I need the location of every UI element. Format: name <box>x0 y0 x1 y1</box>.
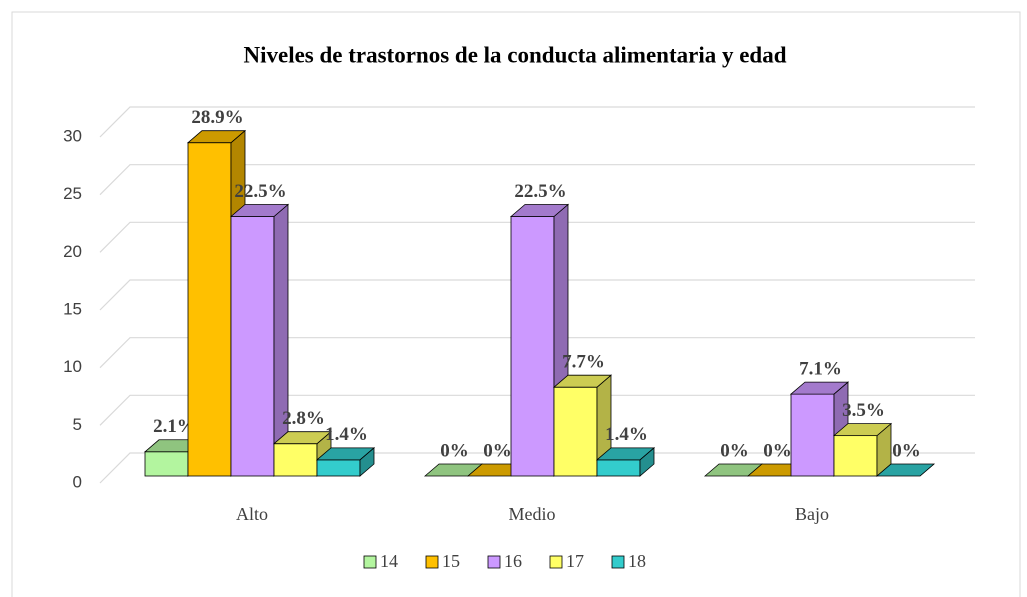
value-label: 2.8% <box>282 408 325 429</box>
value-label: 0% <box>892 440 921 461</box>
x-tick-label: Bajo <box>795 504 829 524</box>
grid-line <box>99 279 975 311</box>
legend-swatch <box>487 555 501 569</box>
bar-top <box>229 204 290 217</box>
grid-line <box>99 221 975 253</box>
x-tick-label: Alto <box>236 504 268 524</box>
bar-top <box>552 374 613 388</box>
bar-top <box>509 204 570 217</box>
x-tick-label: Medio <box>509 504 556 524</box>
value-label: 1.4% <box>325 424 368 445</box>
value-label: 0% <box>440 440 469 461</box>
value-label: 28.9% <box>191 107 243 128</box>
bar-front <box>144 451 189 477</box>
bar-top <box>315 447 376 461</box>
bar <box>832 422 893 477</box>
bar-front <box>187 142 232 477</box>
value-label: 7.1% <box>799 358 842 379</box>
chart-title: Niveles de trastornos de la conducta ali… <box>243 42 786 67</box>
bar-top <box>789 381 850 395</box>
legend-label: 17 <box>566 551 584 571</box>
value-label: 1.4% <box>605 424 648 445</box>
y-tick-label: 10 <box>63 357 82 376</box>
bar-top <box>832 423 893 437</box>
bar-top <box>595 447 656 461</box>
bar-front <box>316 459 361 477</box>
value-label: 22.5% <box>234 181 286 202</box>
bar-front <box>510 216 555 477</box>
bar-top <box>875 463 936 477</box>
bar <box>272 430 333 477</box>
bar-front <box>273 443 318 477</box>
y-tick-label: 5 <box>73 415 82 434</box>
legend-label: 16 <box>504 551 522 571</box>
value-label: 0% <box>483 440 512 461</box>
value-label: 7.7% <box>562 352 605 373</box>
y-tick-label: 0 <box>73 472 82 491</box>
bar-top <box>186 130 247 144</box>
y-tick-label: 25 <box>63 184 82 203</box>
value-label: 2.1% <box>153 416 196 437</box>
legend-label: 14 <box>380 551 398 571</box>
bar-front <box>833 435 878 477</box>
legend-label: 15 <box>442 551 460 571</box>
legend-label: 18 <box>628 551 646 571</box>
value-label: 22.5% <box>514 181 566 202</box>
bar-front <box>553 386 598 477</box>
bar-front <box>596 459 641 477</box>
bar-front <box>230 216 275 477</box>
legend-swatch <box>611 555 625 569</box>
bar <box>595 446 656 477</box>
value-label: 0% <box>720 440 749 461</box>
legend-swatch <box>549 555 563 569</box>
y-tick-label: 20 <box>63 242 82 261</box>
legend-swatch <box>425 555 439 569</box>
bar-front <box>790 393 835 477</box>
bar-top <box>272 431 333 445</box>
y-tick-label: 15 <box>63 299 82 318</box>
value-label: 3.5% <box>842 400 885 421</box>
grid-line <box>99 106 975 138</box>
bar <box>315 446 376 477</box>
grid-line <box>99 164 975 196</box>
bar <box>875 463 936 477</box>
grid-line <box>99 337 975 369</box>
grid-line <box>99 452 975 484</box>
y-tick-label: 30 <box>63 126 82 145</box>
grid-line <box>99 394 975 426</box>
value-label: 0% <box>763 440 792 461</box>
bar <box>229 203 290 477</box>
legend-swatch <box>363 555 377 569</box>
